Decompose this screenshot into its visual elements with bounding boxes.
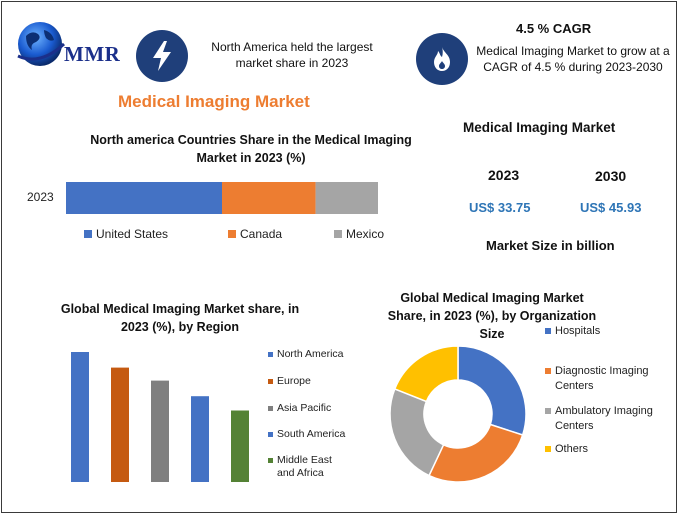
- legend-item-canada: Canada: [228, 227, 282, 241]
- legend-item-hospitals: Hospitals: [545, 324, 670, 339]
- chart2-plot: [71, 352, 249, 482]
- flame-icon: [434, 47, 450, 71]
- legend-label: South America: [277, 428, 346, 440]
- bar-segment-mexico: [315, 182, 378, 214]
- legend-item-middle-east-and-africa: Middle East and Africa: [268, 454, 346, 480]
- globe-icon: [17, 22, 66, 66]
- legend-item-ambulatory-imaging-centers: Ambulatory Imaging Centers: [545, 404, 670, 434]
- chart1-plot: [66, 182, 378, 214]
- legend-label: United States: [96, 227, 169, 241]
- bar-middle-east-and-africa: [231, 410, 249, 482]
- legend-swatch: [268, 406, 273, 411]
- bar-north-america: [71, 352, 89, 482]
- bar-asia-pacific: [151, 380, 169, 482]
- stat-north-america: North America held the largest market sh…: [211, 40, 373, 70]
- legend-label: Hospitals: [555, 325, 601, 337]
- slice-diagnostic-imaging-centers: [428, 423, 524, 483]
- chart3-legend: Hospitals Diagnostic Imaging Centers Ambul…: [545, 324, 675, 464]
- slice-ambulatory-imaging-centers: [389, 387, 445, 477]
- year-2030: 2030: [595, 168, 627, 184]
- legend-swatch: [268, 432, 273, 437]
- cagr-icon-badge: [416, 33, 468, 85]
- cagr-title: 4.5 % CAGR: [516, 21, 592, 36]
- chart2-legend: North America Europe Asia Pacific South Ame…: [268, 348, 358, 488]
- legend-label: Asia Pacific: [277, 402, 332, 414]
- slice-hospitals: [457, 345, 527, 436]
- chart2-title: Global Medical Imaging Market share, in …: [60, 302, 300, 334]
- legend-label: Middle East and Africa: [277, 454, 332, 479]
- value-2023: US$ 33.75: [469, 200, 531, 215]
- legend-label: North America: [277, 348, 344, 360]
- chart3-plot: [389, 345, 527, 483]
- legend-swatch: [334, 230, 342, 238]
- bar-segment-canada: [222, 182, 316, 214]
- infographic-frame: [1, 1, 677, 513]
- legend-label: Others: [555, 443, 589, 455]
- legend-swatch: [545, 446, 551, 452]
- lightning-icon: [153, 41, 171, 71]
- legend-label: Mexico: [346, 227, 385, 241]
- market-size-caption: Market Size in billion: [486, 238, 615, 253]
- chart3-title: Global Medical Imaging Market Share, in …: [387, 291, 597, 341]
- chart1-title: North america Countries Share in the Med…: [90, 133, 412, 165]
- legend-item-united-states: United States: [84, 227, 168, 241]
- legend-label: Ambulatory Imaging Centers: [555, 405, 653, 432]
- logo-text: MMR: [64, 42, 121, 66]
- stat-icon-badge: [136, 30, 188, 82]
- legend-label: Europe: [277, 375, 311, 387]
- slice-others: [393, 345, 459, 403]
- page-title: Medical Imaging Market: [118, 92, 310, 111]
- legend-item-diagnostic-imaging-centers: Diagnostic Imaging Centers: [545, 364, 670, 394]
- legend-item-europe: Europe: [268, 375, 346, 388]
- bar-south-america: [191, 396, 209, 482]
- legend-swatch: [84, 230, 92, 238]
- chart1-category-label: 2023: [27, 190, 54, 204]
- legend-swatch: [268, 352, 273, 357]
- legend-swatch: [268, 458, 273, 463]
- legend-item-mexico: Mexico: [334, 227, 384, 241]
- legend-item-asia-pacific: Asia Pacific: [268, 402, 346, 415]
- legend-swatch: [545, 408, 551, 414]
- legend-swatch: [545, 328, 551, 334]
- legend-swatch: [545, 368, 551, 374]
- legend-item-others: Others: [545, 442, 670, 457]
- legend-swatch: [228, 230, 236, 238]
- chart1-legend: United States Canada Mexico: [84, 227, 404, 243]
- legend-label: Diagnostic Imaging Centers: [555, 365, 649, 392]
- legend-item-south-america: South America: [268, 428, 346, 441]
- legend-label: Canada: [240, 227, 283, 241]
- market-size-title: Medical Imaging Market: [463, 120, 616, 135]
- legend-item-north-america: North America: [268, 348, 346, 361]
- value-2030: US$ 45.93: [580, 200, 642, 215]
- logo: MMR: [10, 16, 130, 76]
- bar-segment-united-states: [66, 182, 222, 214]
- legend-swatch: [268, 379, 273, 384]
- year-2023: 2023: [488, 167, 520, 183]
- bar-europe: [111, 367, 129, 482]
- cagr-text: Medical Imaging Market to grow at a CAGR…: [476, 44, 670, 74]
